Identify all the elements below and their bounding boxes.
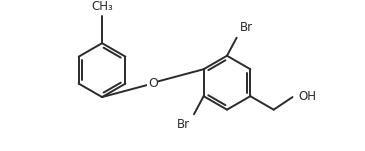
Text: O: O bbox=[148, 77, 158, 90]
Text: Br: Br bbox=[177, 118, 191, 131]
Text: OH: OH bbox=[298, 90, 316, 103]
Text: CH₃: CH₃ bbox=[91, 0, 113, 13]
Text: Br: Br bbox=[240, 21, 253, 34]
